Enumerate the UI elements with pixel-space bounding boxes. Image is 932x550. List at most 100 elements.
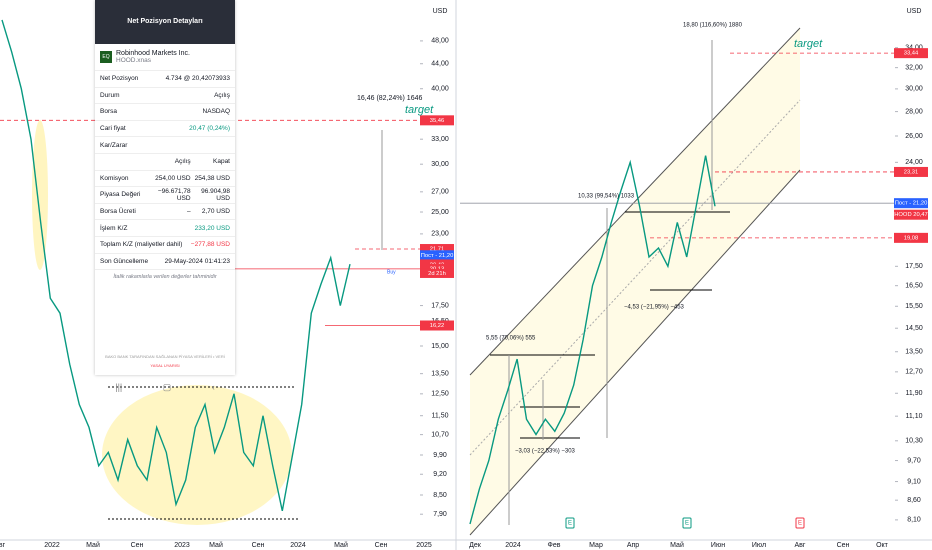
nav-back[interactable]: ‹ (211, 382, 215, 393)
y-tick-label: 13,50 (431, 370, 449, 377)
y-tick-label: 15,00 (431, 343, 449, 350)
x-tick-label: Июн (711, 542, 725, 549)
y-tick-label: 8,60 (907, 497, 921, 504)
cell: Borsa Ücreti (100, 208, 136, 216)
info-row: Kar/Zarar (95, 137, 235, 154)
x-tick-label: 2025 (416, 542, 432, 549)
y-tick-label: 23,00 (431, 231, 449, 238)
channel-mid (469, 99, 801, 456)
cell: 233,20 USD (194, 224, 230, 232)
footer-link[interactable]: YASAL UYARISI (150, 363, 180, 369)
cell: NASDAQ (202, 108, 230, 116)
cell: 4.734 @ 20,42073933 (165, 75, 230, 83)
price-tag (894, 232, 928, 243)
info-row: Durum Açılış (95, 88, 235, 105)
y-tick-label: 44,00 (431, 61, 449, 68)
y-tick-label: 9,70 (907, 457, 921, 464)
x-tick-label: Май (209, 541, 223, 549)
info-row: Net Pozisyon 4.734 @ 20,42073933 (95, 71, 235, 88)
cell: Komisyon (100, 174, 129, 182)
cost-row: Komisyon 254,00 USD 254,38 USD (95, 171, 235, 188)
nav-home[interactable]: ▢ (162, 382, 172, 393)
x-tick-label: Сен (375, 542, 388, 549)
y-tick-label: 15,50 (905, 303, 923, 310)
price-tag (894, 209, 928, 220)
event-label: E (568, 521, 572, 527)
y-tick-label: 8,10 (907, 517, 921, 524)
event-icon (682, 517, 692, 529)
price-tag-label: Пост - 21,20 (421, 253, 454, 259)
popup-title: Net Pozisyon Detayları (95, 0, 235, 44)
price-tag (894, 198, 928, 209)
x-tick-label: 2023 (174, 542, 190, 549)
y-tick-label: 34,00 (905, 45, 923, 52)
cell: Kar/Zarar (100, 141, 128, 149)
price-tag (894, 48, 928, 59)
footer: BAKO BANK TARAFINDAN SAĞLANAN PİYASA VER… (105, 354, 225, 360)
cell: Borsa (100, 108, 117, 116)
x-tick-label: 2022 (44, 542, 60, 549)
y-tick-label: 25,00 (431, 209, 449, 216)
company-name: Robinhood Markets Inc. (116, 50, 190, 57)
y-tick-label: 16,50 (905, 283, 923, 290)
x-tick-label: вг (0, 542, 6, 549)
highlight-oval (32, 120, 48, 270)
x-tick-label: Авг (795, 542, 806, 549)
cell: −96.671,78 USD (157, 187, 191, 202)
col-head: Kapat (213, 158, 230, 166)
y-tick-label: 32,00 (905, 64, 923, 71)
price-line-series (469, 155, 716, 525)
note: İtalik rakamlarla verilen değerler tahmi… (113, 274, 217, 281)
cell: Durum (100, 91, 120, 99)
price-tag-label: 21,71 (430, 247, 445, 253)
position-popup: Net Pozisyon Detayları EQ Robinhood Mark… (95, 0, 235, 392)
cell: – (186, 208, 191, 216)
ticker: HOOD.xnas (116, 57, 152, 64)
y-tick-label: 13,50 (905, 349, 923, 356)
pl-row: Son Güncelleme 29-May-2024 01:41:23 (95, 254, 235, 271)
price-tag-label: HOOD 20,47 (894, 212, 928, 218)
cell: 29-May-2024 01:41:23 (164, 257, 230, 265)
x-tick-label: Май (86, 541, 100, 549)
info-row: Cari fiyat 20,47 (0,24%) (95, 121, 235, 138)
y-tick-label: 24,00 (905, 159, 923, 166)
price-tag (420, 244, 454, 255)
y-tick-label: 30,00 (905, 86, 923, 93)
x-tick-label: Июл (752, 542, 766, 549)
cell: Piyasa Değeri (100, 191, 141, 199)
currency: USD (433, 8, 448, 15)
x-tick-label: Апр (627, 542, 639, 549)
annotation: 16,46 (82,24%) 1646 (357, 95, 422, 102)
y-tick-label: 27,00 (431, 189, 449, 196)
price-tag-label: Пост - 21,20 (895, 201, 928, 207)
highlight-oval (102, 385, 292, 525)
event-icon (795, 517, 805, 529)
y-tick-label: 28,00 (905, 108, 923, 115)
x-tick-label: Май (334, 541, 348, 549)
price-tag-label: 35,46 (430, 118, 445, 124)
y-tick-label: 10,30 (905, 438, 923, 445)
y-tick-label: 12,70 (905, 369, 923, 376)
annotation: 18,80 (116,60%) 1880 (683, 23, 743, 29)
x-tick-label: Окт (876, 542, 889, 549)
x-tick-label: Фев (548, 542, 561, 549)
price-tag-label: 19,08 (904, 235, 919, 241)
cell: 96.904,98 USD (201, 187, 230, 202)
nav-menu[interactable]: ||| (115, 382, 123, 393)
y-tick-label: 48,00 (431, 38, 449, 45)
y-tick-label: 11,90 (906, 390, 923, 397)
y-tick-label: 9,90 (433, 452, 447, 459)
cell: Son Güncelleme (100, 257, 149, 265)
annotation: Buy (387, 269, 396, 275)
cost-header: Açılış Kapat (95, 154, 235, 171)
info-row: Borsa NASDAQ (95, 104, 235, 121)
x-tick-label: Дек (469, 542, 482, 549)
y-tick-label: 8,50 (433, 492, 447, 499)
price-tag (420, 250, 454, 261)
cell: Net Pozisyon (100, 75, 139, 83)
price-tag-label: 33,44 (904, 51, 919, 57)
price-tag-label: 16,22 (430, 323, 445, 329)
y-tick-label: 12,50 (431, 391, 449, 398)
price-tag (420, 263, 454, 274)
